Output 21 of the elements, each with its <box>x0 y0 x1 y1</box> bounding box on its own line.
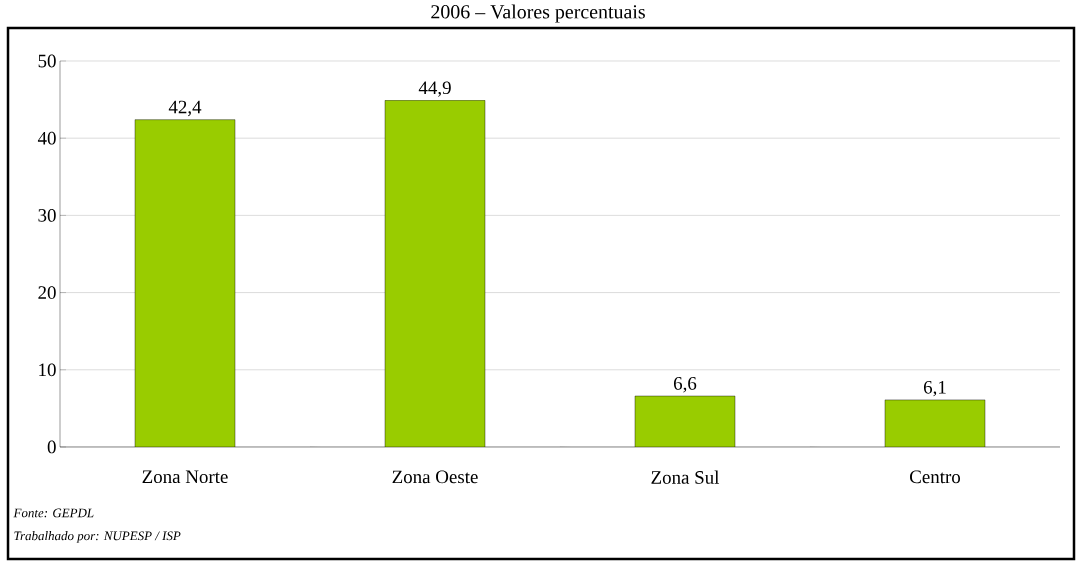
text: Fonte: GEPDL <box>13 508 94 518</box>
chart-title: 2006 – Valores percentuais <box>431 4 645 23</box>
x-tick-label: Zona Oeste <box>392 470 478 484</box>
y-tick-label: 10 <box>39 363 56 377</box>
data-label: 6,1 <box>923 380 946 397</box>
bar <box>884 399 986 447</box>
data-label: 6,6 <box>673 377 697 393</box>
x-tick-label: Centro <box>910 470 961 484</box>
x-tick-label: Zona Sul <box>651 470 720 484</box>
bar <box>135 119 235 447</box>
y-tick-label: 50 <box>38 54 56 68</box>
x-tick-label: Zona Norte <box>142 470 228 484</box>
y-tick-label: 40 <box>37 131 56 145</box>
y-tick-label: 20 <box>38 286 56 299</box>
data-label: 44,9 <box>418 81 451 97</box>
y-tick-label: 0 <box>47 440 56 454</box>
bar <box>635 396 735 447</box>
data-label: 42,4 <box>168 100 202 117</box>
bar <box>385 100 485 447</box>
text: Trabalhado por: NUPESP / ISP <box>14 531 181 543</box>
y-tick-label: 30 <box>38 209 56 222</box>
